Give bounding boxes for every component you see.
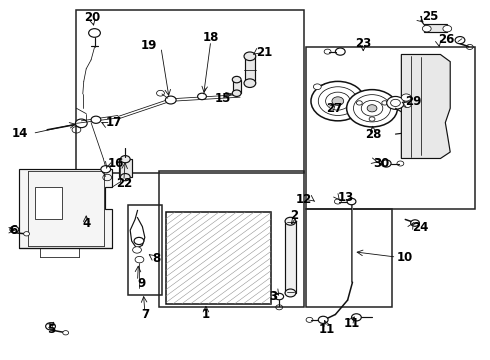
Text: 18: 18 <box>202 31 219 45</box>
Text: 19: 19 <box>141 39 157 52</box>
Text: 8: 8 <box>152 252 160 265</box>
Text: 10: 10 <box>396 251 413 264</box>
Circle shape <box>91 116 101 123</box>
Circle shape <box>133 247 142 253</box>
Text: 6: 6 <box>9 224 18 237</box>
Text: 22: 22 <box>116 177 132 190</box>
Circle shape <box>369 117 375 121</box>
Circle shape <box>387 96 404 109</box>
Text: 11: 11 <box>319 323 335 336</box>
Bar <box>424 24 447 32</box>
Circle shape <box>135 256 144 263</box>
Circle shape <box>232 90 241 96</box>
Circle shape <box>75 119 87 128</box>
Circle shape <box>275 293 284 300</box>
Circle shape <box>332 97 343 105</box>
Circle shape <box>101 166 111 173</box>
Circle shape <box>346 90 397 127</box>
Circle shape <box>285 289 296 297</box>
Text: 1: 1 <box>202 308 210 321</box>
Text: 21: 21 <box>256 46 272 59</box>
Polygon shape <box>19 169 112 248</box>
Bar <box>128 205 162 295</box>
Circle shape <box>314 84 321 90</box>
Text: 30: 30 <box>373 157 389 170</box>
Text: 20: 20 <box>84 12 100 24</box>
Bar <box>306 209 392 307</box>
Text: 28: 28 <box>365 127 381 141</box>
Text: 15: 15 <box>215 92 231 105</box>
Bar <box>35 187 62 220</box>
Bar <box>233 80 241 93</box>
Circle shape <box>455 37 465 44</box>
Bar <box>245 56 255 83</box>
Circle shape <box>411 220 419 226</box>
Text: 5: 5 <box>47 323 55 336</box>
Circle shape <box>443 26 452 32</box>
Circle shape <box>367 105 377 112</box>
Circle shape <box>356 101 362 105</box>
Text: 23: 23 <box>355 37 371 50</box>
Circle shape <box>244 52 256 60</box>
Bar <box>119 159 132 177</box>
Circle shape <box>401 94 411 101</box>
Polygon shape <box>401 54 450 158</box>
Text: 26: 26 <box>439 33 455 46</box>
Text: 7: 7 <box>141 308 149 321</box>
Circle shape <box>285 217 296 225</box>
Circle shape <box>403 102 411 108</box>
Bar <box>166 212 271 304</box>
Circle shape <box>232 76 241 83</box>
Text: 14: 14 <box>11 127 27 140</box>
Text: 24: 24 <box>412 221 428 234</box>
Text: 3: 3 <box>270 290 278 303</box>
Text: 13: 13 <box>338 192 354 204</box>
Circle shape <box>46 323 55 330</box>
Circle shape <box>335 48 345 55</box>
Circle shape <box>121 174 130 181</box>
Text: 11: 11 <box>343 317 360 330</box>
Circle shape <box>311 81 365 121</box>
Circle shape <box>382 101 388 105</box>
Circle shape <box>351 314 361 321</box>
Text: 12: 12 <box>296 193 313 206</box>
Circle shape <box>318 316 328 323</box>
Text: 4: 4 <box>82 216 90 230</box>
Text: 16: 16 <box>107 157 123 170</box>
Bar <box>306 47 475 209</box>
Circle shape <box>381 160 391 167</box>
Text: 25: 25 <box>422 10 438 23</box>
Circle shape <box>10 226 19 233</box>
Circle shape <box>197 93 206 100</box>
Circle shape <box>244 79 256 87</box>
Circle shape <box>165 96 176 104</box>
Bar <box>285 221 296 293</box>
Circle shape <box>24 231 29 236</box>
Text: 29: 29 <box>405 95 421 108</box>
Text: 9: 9 <box>138 278 146 291</box>
Circle shape <box>121 156 130 163</box>
Bar <box>76 10 304 173</box>
Circle shape <box>63 330 69 335</box>
Circle shape <box>422 26 431 32</box>
Text: 2: 2 <box>290 210 298 222</box>
Circle shape <box>89 29 100 37</box>
Circle shape <box>134 237 144 244</box>
Text: 17: 17 <box>106 116 122 129</box>
Bar <box>159 171 304 307</box>
Text: 27: 27 <box>326 102 342 115</box>
Circle shape <box>347 198 356 205</box>
